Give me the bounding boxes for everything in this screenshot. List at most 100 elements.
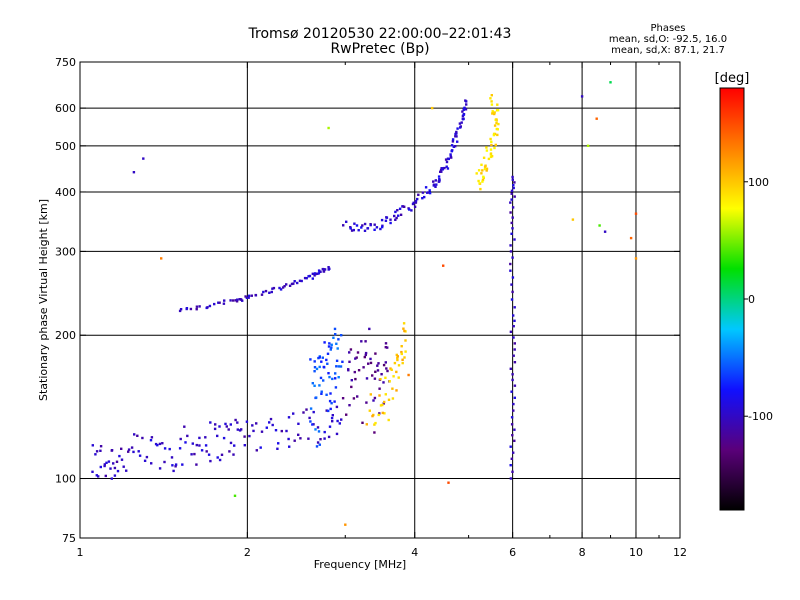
data-point <box>435 183 438 186</box>
data-point <box>510 283 513 286</box>
data-point <box>513 319 516 322</box>
data-point <box>344 523 347 526</box>
data-point <box>143 459 147 462</box>
data-point <box>268 421 271 424</box>
data-point <box>281 286 285 289</box>
data-point <box>407 373 410 377</box>
data-point <box>112 462 115 465</box>
data-point <box>489 148 493 151</box>
data-point <box>511 175 514 179</box>
data-point <box>511 178 514 181</box>
data-point <box>233 494 237 497</box>
data-point <box>300 279 303 283</box>
data-point <box>389 221 392 225</box>
data-point <box>337 365 341 368</box>
data-point <box>403 205 406 208</box>
data-point <box>329 348 332 351</box>
data-point <box>329 392 332 395</box>
data-point <box>356 351 360 354</box>
data-point <box>368 327 371 331</box>
data-point <box>437 175 441 178</box>
phases-heading: Phases <box>650 23 686 34</box>
data-point <box>298 279 302 282</box>
data-point <box>493 124 497 127</box>
data-point <box>495 127 498 131</box>
data-point <box>451 138 455 141</box>
data-point <box>320 390 323 393</box>
data-point <box>371 374 374 377</box>
data-point <box>341 360 344 363</box>
data-point <box>444 158 448 161</box>
x-tick-label: 12 <box>673 546 687 559</box>
data-point <box>171 464 174 467</box>
data-point <box>400 352 403 356</box>
data-point <box>278 286 281 290</box>
data-point <box>382 381 385 384</box>
data-point <box>149 439 153 442</box>
data-point <box>313 272 317 275</box>
phases-mean-x: mean, sd,X: 87.1, 21.7 <box>611 45 725 56</box>
data-point <box>451 140 455 143</box>
data-point <box>598 224 601 227</box>
data-point <box>510 198 513 201</box>
data-point <box>220 453 224 456</box>
data-point <box>376 369 380 372</box>
data-point <box>113 466 117 470</box>
data-point <box>293 280 296 283</box>
data-point <box>352 397 356 400</box>
data-point <box>463 106 466 109</box>
data-point <box>459 126 462 129</box>
data-point <box>198 444 201 447</box>
data-point <box>183 425 186 428</box>
data-point <box>369 223 372 227</box>
data-point <box>319 376 323 380</box>
data-point <box>394 218 397 221</box>
data-point <box>335 432 339 436</box>
x-tick-label: 8 <box>579 546 586 559</box>
data-point <box>352 228 355 232</box>
data-point <box>218 301 221 304</box>
data-point <box>95 474 98 477</box>
data-point <box>120 458 124 461</box>
data-point <box>355 356 358 359</box>
data-point <box>163 460 166 464</box>
data-point <box>490 143 493 147</box>
data-point <box>227 428 230 431</box>
data-point <box>492 132 496 136</box>
y-tick-label: 100 <box>55 473 76 486</box>
data-point <box>309 358 312 361</box>
data-point <box>379 227 382 231</box>
data-point <box>236 428 239 431</box>
data-point <box>462 108 465 111</box>
data-point <box>447 481 450 484</box>
data-point <box>493 112 496 116</box>
data-point <box>401 358 404 361</box>
data-point <box>99 449 102 452</box>
data-point <box>327 266 330 269</box>
data-point <box>279 288 283 291</box>
data-point <box>480 163 483 166</box>
data-point <box>414 201 418 204</box>
data-point <box>308 274 312 278</box>
data-point <box>416 197 419 201</box>
data-point <box>465 103 468 106</box>
data-point <box>363 355 366 359</box>
data-point <box>340 334 343 337</box>
data-point <box>511 373 514 376</box>
x-tick-label: 2 <box>244 546 251 559</box>
data-point <box>393 361 397 365</box>
data-point <box>477 179 480 183</box>
data-point <box>317 272 321 275</box>
data-point <box>313 360 316 363</box>
data-point <box>235 300 239 303</box>
data-point <box>510 457 513 460</box>
data-point <box>452 145 455 148</box>
data-point <box>323 437 326 440</box>
data-point <box>381 403 384 407</box>
data-point <box>384 346 387 349</box>
data-point <box>296 281 299 285</box>
data-point <box>366 227 369 230</box>
data-point <box>363 229 367 232</box>
data-point <box>174 463 178 466</box>
colorbar <box>719 87 745 511</box>
